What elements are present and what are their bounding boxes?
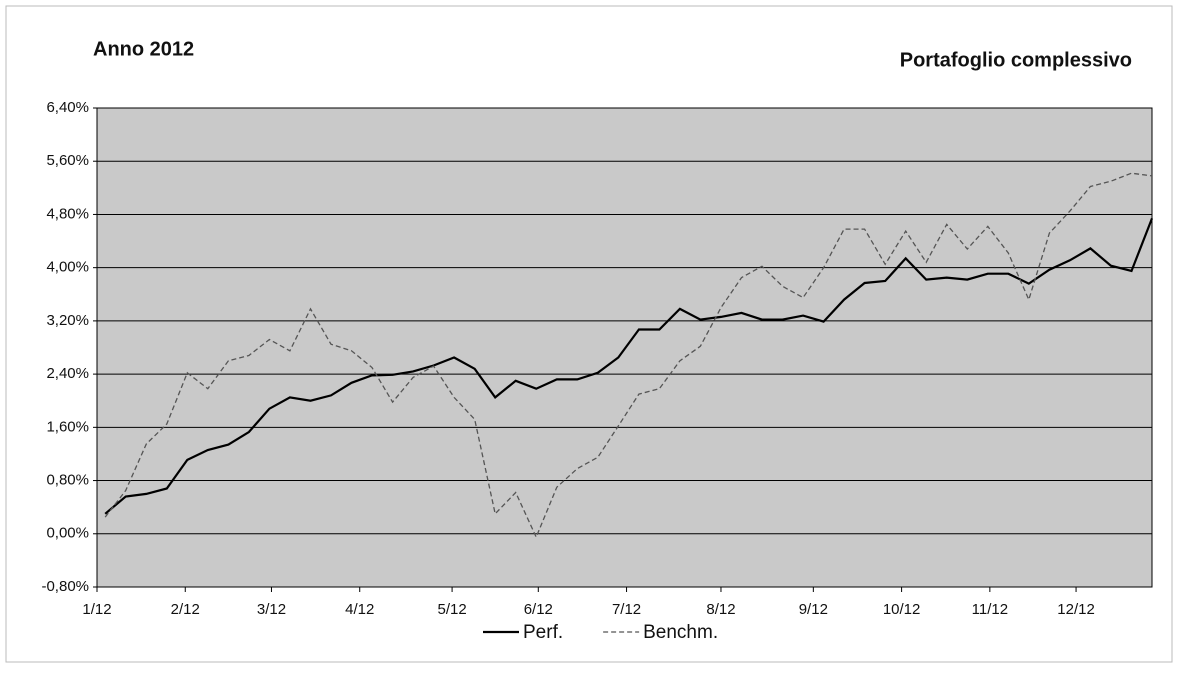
- x-tick-label: 3/12: [257, 601, 286, 618]
- y-tick-label: 0,80%: [46, 472, 89, 489]
- chart-subtitle: Portafoglio complessivo: [900, 49, 1132, 71]
- y-tick-label: 4,00%: [46, 259, 89, 276]
- y-tick-label: 5,60%: [46, 152, 89, 169]
- y-tick-label: 2,40%: [46, 365, 89, 382]
- series-line: [104, 218, 1154, 515]
- x-tick-label: 11/12: [972, 601, 1008, 618]
- legend-label: Benchm.: [643, 622, 718, 643]
- x-tick-label: 10/12: [883, 601, 921, 618]
- x-tick-label: 5/12: [437, 601, 466, 618]
- y-tick-label: 1,60%: [46, 418, 89, 435]
- x-tick-label: 6/12: [524, 601, 553, 618]
- x-tick-label: 9/12: [799, 601, 828, 618]
- legend-label: Perf.: [523, 622, 563, 643]
- x-tick-label: 7/12: [612, 601, 641, 618]
- x-tick-label: 1/12: [82, 601, 111, 618]
- x-tick-label: 4/12: [345, 601, 374, 618]
- y-tick-label: 4,80%: [46, 205, 89, 222]
- y-tick-label: 6,40%: [46, 99, 89, 116]
- y-tick-label: 3,20%: [46, 312, 89, 329]
- x-tick-label: 2/12: [171, 601, 200, 618]
- chart-title: Anno 2012: [93, 38, 194, 60]
- x-tick-label: 12/12: [1057, 601, 1095, 618]
- series-line: [104, 172, 1153, 539]
- y-tick-label: 0,00%: [46, 525, 89, 542]
- y-tick-label: -0,80%: [41, 578, 89, 595]
- x-tick-label: 8/12: [706, 601, 735, 618]
